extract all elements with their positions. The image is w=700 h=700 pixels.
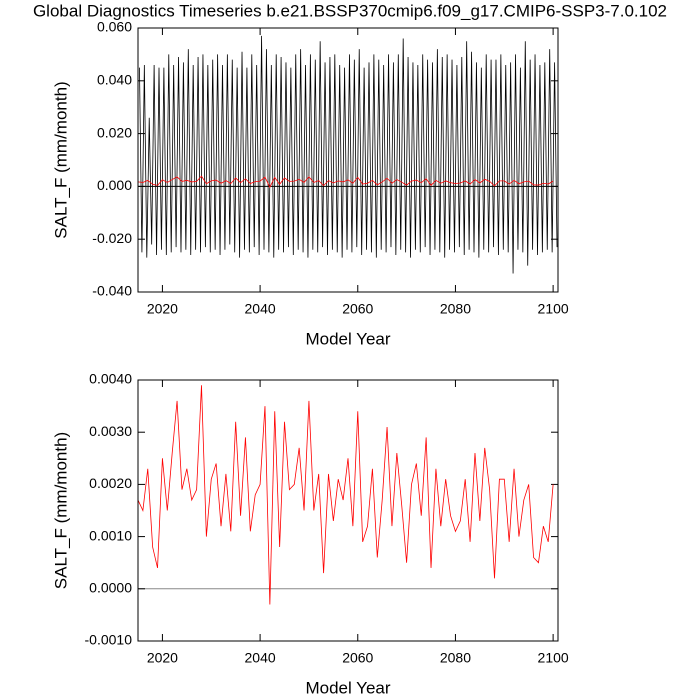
y-tick-label: -0.020 <box>92 230 132 246</box>
x-axis-label: Model Year <box>305 329 390 348</box>
x-tick-label: 2080 <box>440 301 471 317</box>
y-tick-label: 0.020 <box>97 124 132 140</box>
y-axis-label: SALT_F (mm/month) <box>51 432 70 589</box>
x-tick-label: 2060 <box>342 650 373 666</box>
y-tick-label: 0.000 <box>97 177 132 193</box>
chart-title: Global Diagnostics Timeseries b.e21.BSSP… <box>33 1 667 20</box>
series-line <box>137 175 554 189</box>
plot-frame <box>137 27 559 293</box>
x-tick-label: 2100 <box>538 301 569 317</box>
x-tick-label: 2040 <box>245 301 276 317</box>
x-tick-label: 2060 <box>342 301 373 317</box>
plot-frame <box>137 379 559 642</box>
y-axis-label: SALT_F (mm/month) <box>51 81 70 238</box>
y-tick-label: -0.0010 <box>85 632 133 648</box>
y-tick-label: 0.0000 <box>89 580 132 596</box>
x-tick-label: 2040 <box>245 650 276 666</box>
x-tick-label: 2100 <box>538 650 569 666</box>
x-tick-label: 2020 <box>147 650 178 666</box>
y-tick-label: 0.060 <box>97 19 132 35</box>
x-tick-label: 2080 <box>440 650 471 666</box>
x-tick-label: 2020 <box>147 301 178 317</box>
y-tick-label: 0.0020 <box>89 475 132 491</box>
series-line <box>139 35 558 274</box>
y-tick-label: 0.040 <box>97 72 132 88</box>
y-tick-label: 0.0030 <box>89 423 132 439</box>
series-line <box>137 385 554 605</box>
y-tick-label: -0.040 <box>92 283 132 299</box>
x-axis-label: Model Year <box>305 678 390 697</box>
y-tick-label: 0.0040 <box>89 371 132 387</box>
y-tick-label: 0.0010 <box>89 527 132 543</box>
